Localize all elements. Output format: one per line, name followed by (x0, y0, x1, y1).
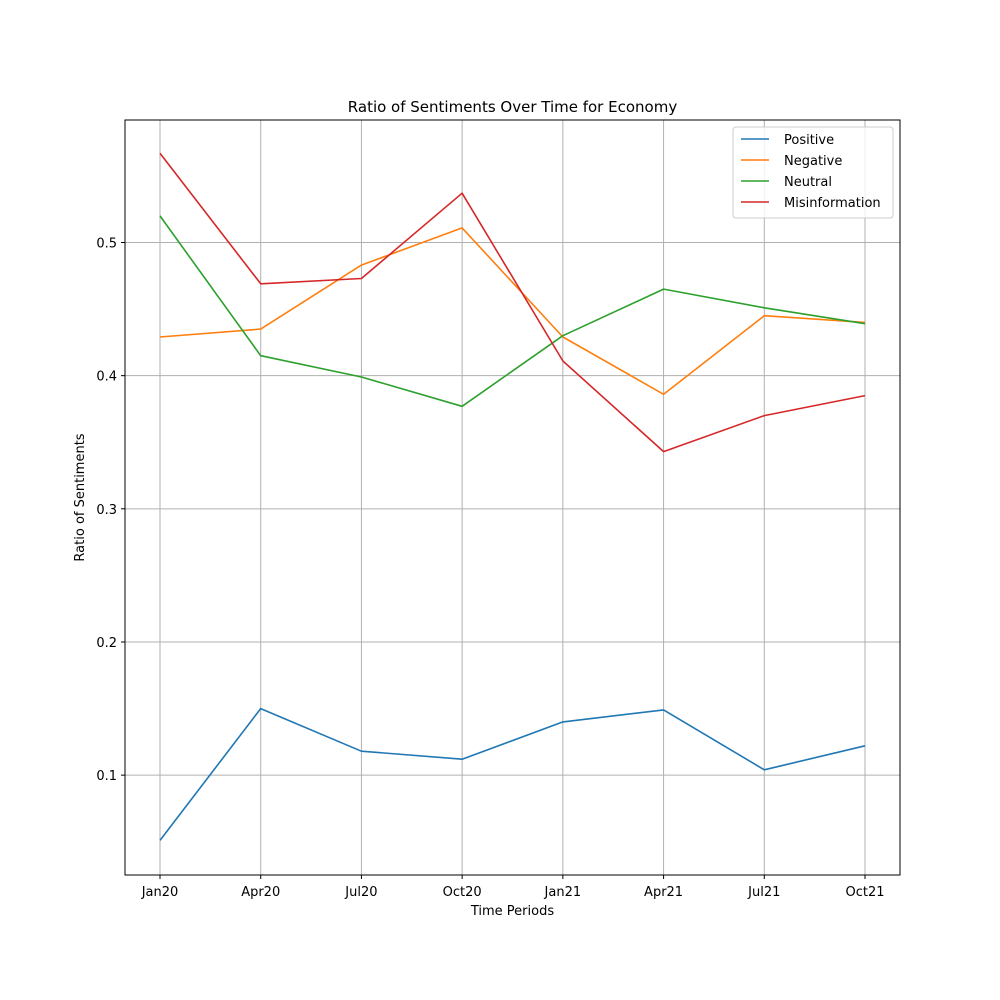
plot-frame (124, 119, 901, 876)
y-tick-label: 0.4 (96, 370, 117, 385)
series-line-negative (159, 227, 866, 396)
x-tick-label: Oct20 (443, 885, 482, 900)
x-axis-label: Time Periods (470, 904, 554, 919)
x-axis-ticks: Jan20 Apr20 Jul20 Oct20 Jan21 Apr21 Jul21 Oct21 (141, 875, 885, 900)
series-line-misinformation (159, 152, 866, 453)
legend-label-positive: Positive (784, 133, 834, 148)
legend-label-misinformation: Misinformation (784, 196, 881, 211)
series-line-positive (159, 707, 866, 841)
y-axis-label: Ratio of Sentiments (73, 433, 88, 561)
y-tick-label: 0.5 (96, 237, 117, 252)
x-tick-label: Apr21 (644, 885, 683, 900)
y-tick-label: 0.1 (96, 769, 117, 784)
legend: Positive Negative Neutral Misinformation (732, 126, 894, 219)
legend-box (732, 126, 894, 219)
series-layer (159, 152, 866, 841)
series-line-neutral (159, 215, 866, 408)
y-tick-label: 0.3 (96, 503, 117, 518)
chart-title: Ratio of Sentiments Over Time for Econom… (348, 98, 678, 116)
x-tick-label: Jan21 (544, 885, 582, 900)
y-tick-label: 0.2 (96, 636, 117, 651)
x-tick-label: Apr20 (241, 885, 280, 900)
grid (125, 120, 900, 875)
x-tick-label: Jan20 (141, 885, 179, 900)
legend-label-neutral: Neutral (784, 175, 832, 190)
x-tick-label: Jul20 (344, 885, 377, 900)
x-tick-label: Oct21 (845, 885, 884, 900)
legend-label-negative: Negative (784, 154, 842, 169)
x-tick-label: Jul21 (747, 885, 780, 900)
y-axis-ticks: 0.1 0.2 0.3 0.4 0.5 (96, 237, 125, 784)
